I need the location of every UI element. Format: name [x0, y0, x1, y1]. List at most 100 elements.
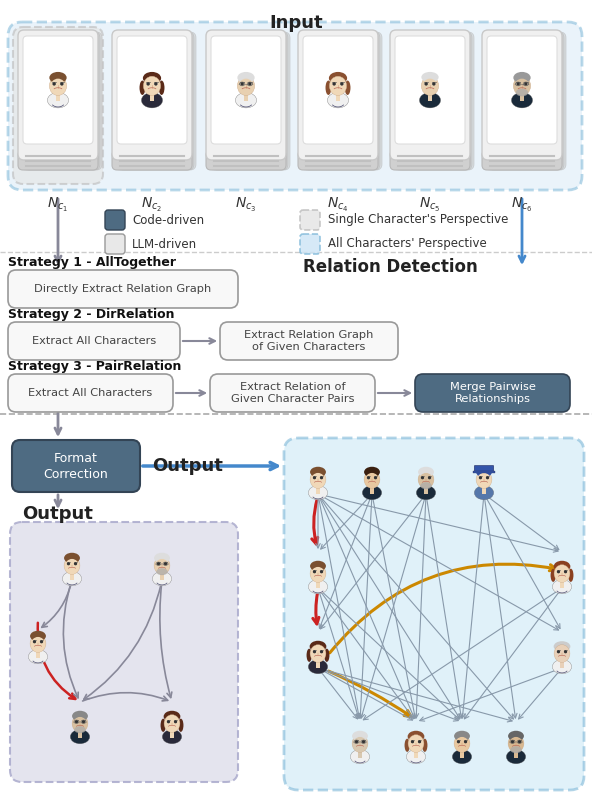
Text: Strategy 2 - DirRelation: Strategy 2 - DirRelation	[8, 308, 175, 321]
Circle shape	[419, 741, 420, 742]
Ellipse shape	[510, 746, 522, 754]
FancyBboxPatch shape	[206, 150, 286, 170]
FancyBboxPatch shape	[13, 27, 103, 184]
Ellipse shape	[30, 630, 46, 642]
FancyBboxPatch shape	[488, 32, 566, 170]
FancyBboxPatch shape	[210, 374, 375, 412]
Bar	[482, 486, 486, 494]
Ellipse shape	[67, 562, 70, 565]
Ellipse shape	[49, 76, 67, 95]
Circle shape	[175, 721, 176, 722]
Circle shape	[368, 477, 369, 478]
Ellipse shape	[508, 730, 524, 742]
Ellipse shape	[564, 650, 567, 653]
FancyBboxPatch shape	[394, 32, 472, 170]
Ellipse shape	[408, 730, 424, 742]
Text: LLM-driven: LLM-driven	[132, 238, 197, 250]
FancyBboxPatch shape	[298, 30, 378, 160]
Ellipse shape	[421, 477, 424, 479]
Ellipse shape	[511, 741, 514, 743]
Ellipse shape	[455, 737, 469, 752]
FancyBboxPatch shape	[390, 30, 470, 160]
Bar	[243, 93, 249, 101]
Text: Output: Output	[153, 457, 223, 475]
Ellipse shape	[554, 561, 570, 572]
Ellipse shape	[320, 570, 323, 573]
FancyBboxPatch shape	[18, 150, 98, 170]
Ellipse shape	[474, 486, 494, 500]
Ellipse shape	[432, 82, 436, 85]
Ellipse shape	[362, 486, 382, 500]
Ellipse shape	[552, 660, 572, 674]
Bar	[514, 750, 518, 758]
Ellipse shape	[509, 737, 523, 752]
Circle shape	[517, 83, 519, 85]
Ellipse shape	[154, 557, 170, 574]
Text: Extract All Characters: Extract All Characters	[28, 388, 153, 398]
Bar	[358, 750, 362, 758]
Ellipse shape	[353, 737, 367, 752]
Ellipse shape	[340, 82, 343, 85]
Ellipse shape	[73, 717, 87, 732]
Ellipse shape	[240, 82, 244, 85]
Ellipse shape	[454, 734, 470, 752]
Bar	[427, 93, 432, 101]
Ellipse shape	[524, 82, 527, 85]
Ellipse shape	[557, 650, 560, 653]
FancyBboxPatch shape	[284, 438, 584, 790]
Ellipse shape	[72, 710, 88, 722]
Ellipse shape	[157, 562, 160, 565]
Ellipse shape	[409, 737, 423, 752]
Circle shape	[429, 477, 430, 478]
Circle shape	[165, 563, 166, 565]
Ellipse shape	[33, 641, 36, 643]
Ellipse shape	[486, 477, 489, 479]
Circle shape	[157, 563, 159, 565]
Text: Directly Extract Relation Graph: Directly Extract Relation Graph	[34, 284, 211, 294]
Bar	[474, 471, 494, 473]
Ellipse shape	[555, 567, 569, 582]
Ellipse shape	[516, 82, 520, 85]
FancyBboxPatch shape	[8, 22, 582, 190]
Ellipse shape	[72, 714, 88, 732]
Ellipse shape	[352, 734, 368, 752]
Ellipse shape	[477, 473, 491, 488]
FancyBboxPatch shape	[415, 374, 570, 412]
Circle shape	[53, 83, 55, 85]
Ellipse shape	[74, 726, 86, 733]
Ellipse shape	[329, 72, 347, 85]
Circle shape	[480, 477, 481, 478]
FancyBboxPatch shape	[12, 440, 140, 492]
FancyBboxPatch shape	[24, 32, 102, 170]
Text: Output: Output	[22, 505, 94, 523]
FancyBboxPatch shape	[105, 234, 125, 254]
Ellipse shape	[154, 82, 157, 85]
Text: Single Character's Perspective: Single Character's Perspective	[328, 214, 509, 226]
Text: Code-driven: Code-driven	[132, 214, 204, 226]
Ellipse shape	[165, 717, 179, 732]
Text: $N_{c_3}$: $N_{c_3}$	[235, 196, 257, 214]
Bar	[170, 730, 174, 738]
Ellipse shape	[511, 93, 533, 108]
Ellipse shape	[422, 78, 437, 95]
Bar	[56, 93, 60, 101]
Circle shape	[341, 83, 343, 85]
Ellipse shape	[164, 562, 167, 565]
Ellipse shape	[308, 660, 328, 674]
Ellipse shape	[320, 477, 323, 479]
Text: Merge Pairwise
Relationships: Merge Pairwise Relationships	[449, 382, 535, 404]
FancyBboxPatch shape	[300, 234, 320, 254]
FancyBboxPatch shape	[208, 32, 286, 170]
Circle shape	[425, 83, 427, 85]
FancyBboxPatch shape	[300, 210, 320, 230]
Text: Relation Detection: Relation Detection	[303, 258, 477, 276]
Text: Extract All Characters: Extract All Characters	[32, 336, 156, 346]
FancyBboxPatch shape	[487, 36, 557, 144]
Ellipse shape	[237, 76, 255, 95]
Ellipse shape	[418, 470, 434, 488]
Ellipse shape	[311, 473, 325, 488]
Ellipse shape	[324, 649, 329, 662]
Circle shape	[375, 477, 377, 478]
Ellipse shape	[164, 714, 180, 732]
Ellipse shape	[364, 466, 380, 478]
